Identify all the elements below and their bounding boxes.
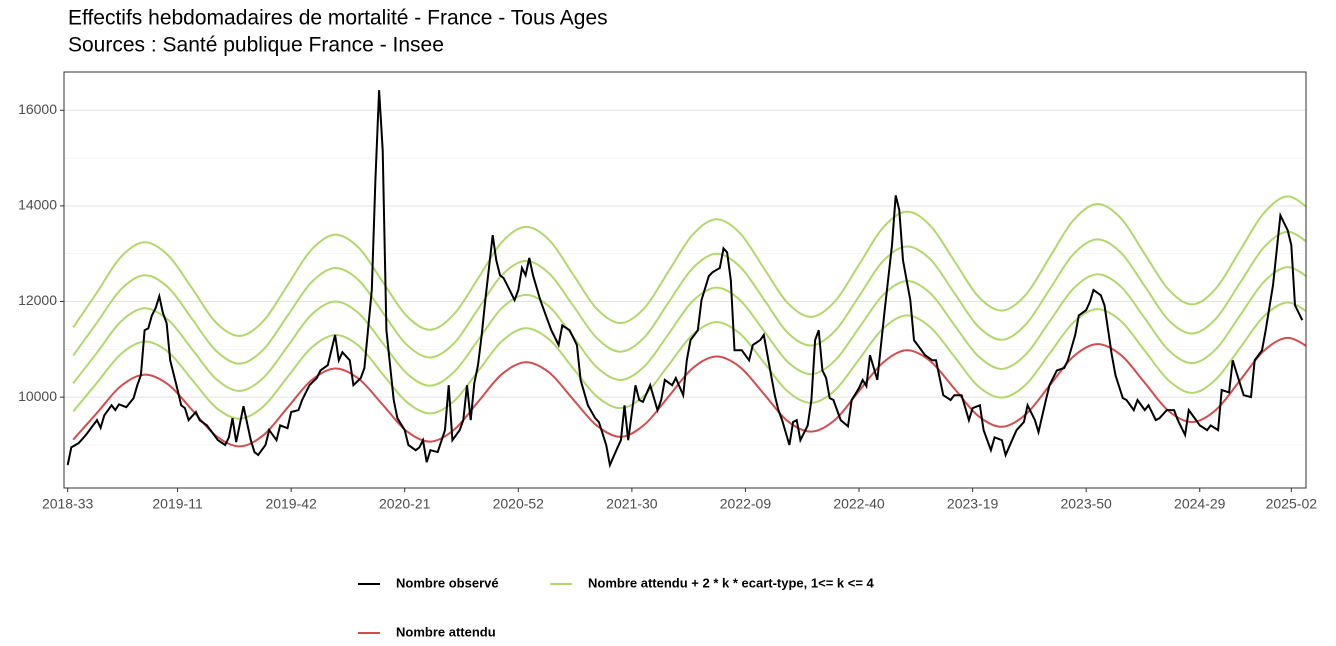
x-tick-label: 2021-30 [606, 496, 658, 512]
band-line [72, 266, 1306, 392]
x-tick-label: 2019-42 [265, 496, 317, 512]
expected-line [72, 336, 1306, 448]
x-tick-label: 2020-21 [379, 496, 431, 512]
y-tick-label: 16000 [18, 101, 57, 117]
band-line [72, 301, 1306, 420]
x-tick-label: 2022-09 [720, 496, 772, 512]
x-tick-label: 2023-50 [1060, 496, 1112, 512]
legend-label: Nombre attendu + 2 * k * ecart-type, 1<=… [588, 575, 875, 590]
x-tick-label: 2023-19 [947, 496, 999, 512]
chart-subtitle: Sources : Santé publique France - Insee [68, 34, 444, 57]
y-tick-label: 10000 [18, 388, 57, 404]
x-tick-label: 2024-29 [1174, 496, 1226, 512]
legend-label: Nombre observé [396, 575, 499, 590]
chart-title: Effectifs hebdomadaires de mortalité - F… [68, 7, 608, 30]
x-tick-label: 2019-11 [152, 496, 203, 512]
x-tick-label: 2018-33 [42, 496, 94, 512]
y-tick-label: 12000 [18, 292, 57, 308]
band-line [72, 230, 1306, 365]
plot-lines [66, 90, 1306, 469]
y-tick-label: 14000 [18, 197, 57, 213]
x-tick-label: 2025-02 [1266, 496, 1318, 512]
observed-line [66, 90, 1304, 469]
x-tick-label: 2022-40 [833, 496, 885, 512]
band-line [72, 195, 1306, 337]
x-tick-label: 2020-52 [493, 496, 545, 512]
legend-label: Nombre attendu [396, 624, 496, 639]
panel-border [63, 71, 1307, 489]
